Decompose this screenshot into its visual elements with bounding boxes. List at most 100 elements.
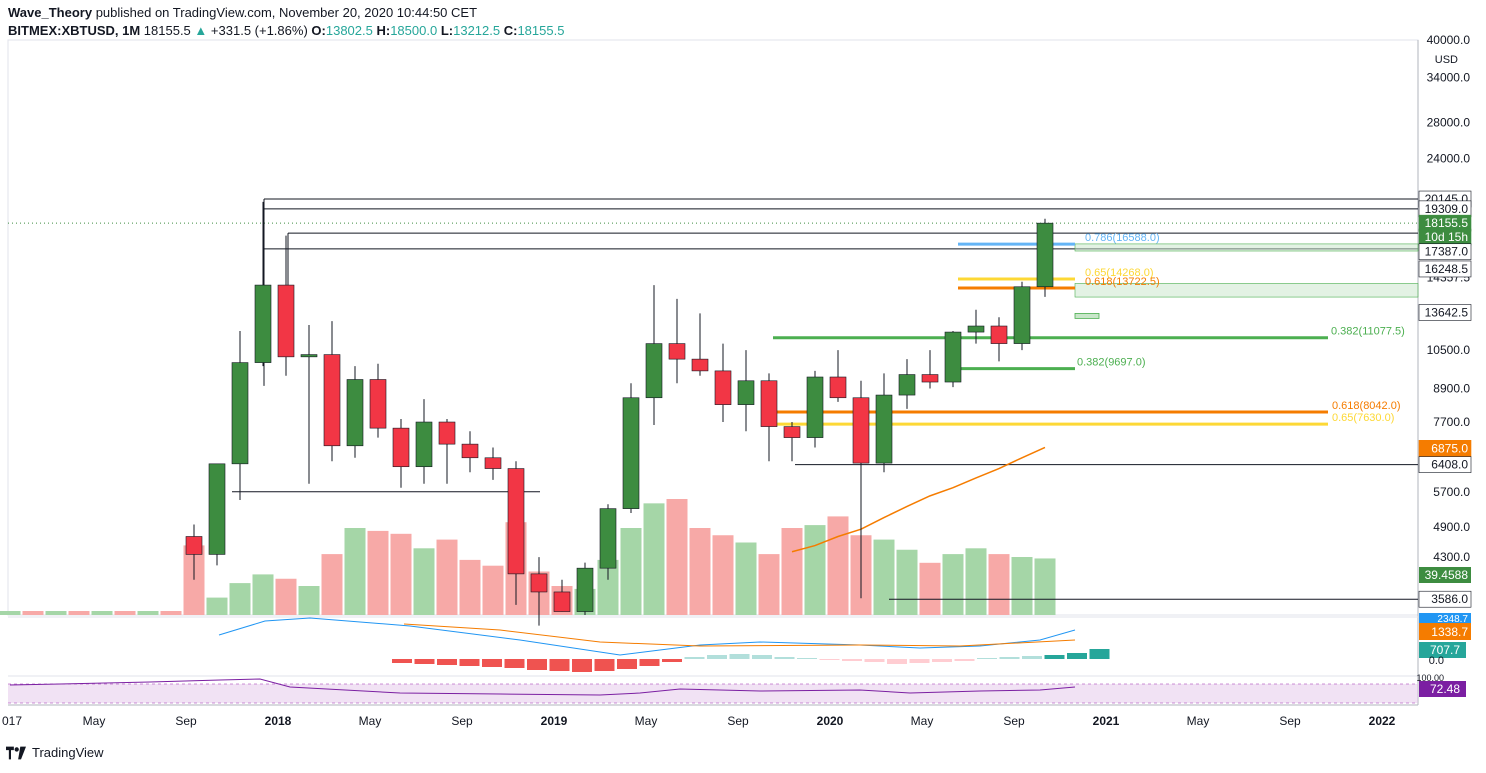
macd-histogram-bar [572, 659, 592, 672]
candle [576, 562, 594, 615]
candle-body [300, 354, 318, 358]
volume-badge-label: 39.4588 [1425, 568, 1469, 582]
macd-histogram-bar [977, 658, 997, 659]
price-badge [1418, 590, 1472, 608]
candle [714, 343, 732, 423]
candle [737, 350, 755, 432]
candle-body [737, 380, 755, 405]
macd-signal-badge-label: 1338.7 [1431, 625, 1468, 639]
candle-body [208, 463, 226, 555]
candle-body [553, 591, 571, 612]
macd-histogram-bar [954, 659, 975, 661]
price-badge [1418, 260, 1472, 278]
candle-body [254, 284, 272, 363]
candle-body [898, 374, 916, 396]
publish-line: Wave_Theory published on TradingView.com… [8, 4, 564, 22]
volume-bar [620, 528, 642, 615]
volume-bar [229, 583, 251, 615]
macd-histogram-bar [639, 659, 660, 666]
price-badge-label: 19309.0 [1425, 202, 1469, 216]
macd-histogram-bar [797, 658, 817, 659]
volume-bar [712, 535, 734, 615]
volume-bar [0, 611, 21, 615]
candle-body [990, 325, 1008, 344]
moving-average-line [791, 446, 1046, 553]
candle [645, 285, 663, 426]
time-tick-label: 2019 [541, 714, 568, 728]
macd-histogram-bar [1044, 655, 1065, 659]
volume-bar [919, 562, 941, 615]
macd-zero-label: 0.0 [1429, 655, 1444, 667]
candle [967, 309, 985, 344]
close-value: 18155.5 [517, 23, 565, 38]
macd-histogram-bar [887, 659, 907, 664]
macd-histogram-bar [819, 659, 840, 660]
price-badge-label: 18155.5 [1425, 216, 1469, 230]
close-label: C: [503, 23, 518, 38]
time-tick-label: 2021 [1093, 714, 1120, 728]
volume-bar [781, 528, 803, 615]
price-tick-label: 7700.0 [1433, 415, 1470, 429]
volume-badge [1419, 567, 1471, 583]
macd-histogram-bar [752, 655, 772, 659]
time-tick-label: May [911, 714, 934, 728]
candle [829, 350, 847, 402]
candle [438, 419, 456, 484]
candle-body [921, 374, 939, 383]
candle-body [1036, 222, 1054, 288]
price-change: +331.5 (+1.86%) [210, 23, 308, 38]
candle-body [852, 397, 870, 464]
macd-histogram-bar [707, 655, 727, 659]
price-tick-label: 34000.0 [1427, 71, 1471, 85]
candle-body [484, 457, 502, 469]
tradingview-brand: TradingView [32, 745, 104, 760]
zone-box [1074, 313, 1100, 319]
last-price: 18155.5 [143, 23, 191, 38]
price-tick-label: 40000.0 [1427, 33, 1471, 47]
candle-body [599, 508, 617, 569]
macd-signal-badge [1419, 623, 1471, 640]
candle [1036, 218, 1054, 297]
volume-bar [275, 578, 297, 615]
author-name[interactable]: Wave_Theory [8, 5, 93, 20]
candle [415, 399, 433, 484]
volume-bar [896, 549, 918, 615]
candle-body [438, 421, 456, 445]
rsi-upper-label: 100.00 [1416, 673, 1444, 683]
candle [691, 313, 709, 376]
macd-histogram-bar [864, 659, 885, 662]
price-badge-label: 3586.0 [1431, 592, 1468, 606]
candle [1013, 281, 1031, 351]
candle [277, 235, 295, 376]
zone-box [1074, 243, 1419, 252]
volume-bar [1011, 557, 1033, 615]
fib-level-label: 0.786(16588.0) [1085, 232, 1160, 244]
open-value: 13802.5 [325, 23, 373, 38]
macd-signal-line [403, 623, 1076, 647]
macd-histogram-bar [527, 659, 547, 670]
volume-bar [298, 586, 320, 615]
time-tick-label: Sep [175, 714, 197, 728]
price-badge-label: 6875.0 [1431, 441, 1468, 455]
fib-level-label: 0.618(8042.0) [1332, 400, 1401, 412]
macd-hist-badge [1419, 642, 1466, 658]
volume-bar [827, 516, 849, 615]
symbol-name[interactable]: BITMEX:XBTUSD, 1M [8, 23, 141, 38]
volume-bar [597, 559, 619, 615]
candle-body [967, 325, 985, 333]
volume-bar [114, 611, 136, 615]
footer-brand[interactable]: TradingView [6, 745, 104, 760]
candle [300, 325, 318, 484]
price-badge [1418, 243, 1472, 261]
macd-histogram-bar [842, 659, 862, 661]
price-badge [1418, 456, 1472, 473]
rsi-line [9, 678, 1076, 696]
chart-header: Wave_Theory published on TradingView.com… [8, 4, 564, 40]
candle [392, 419, 410, 488]
macd-histogram-bar [594, 659, 615, 671]
low-label: L: [440, 23, 454, 38]
fib-level-label: 0.382(11077.5) [1331, 326, 1405, 338]
candle-body [944, 331, 962, 383]
volume-bar [643, 503, 665, 615]
